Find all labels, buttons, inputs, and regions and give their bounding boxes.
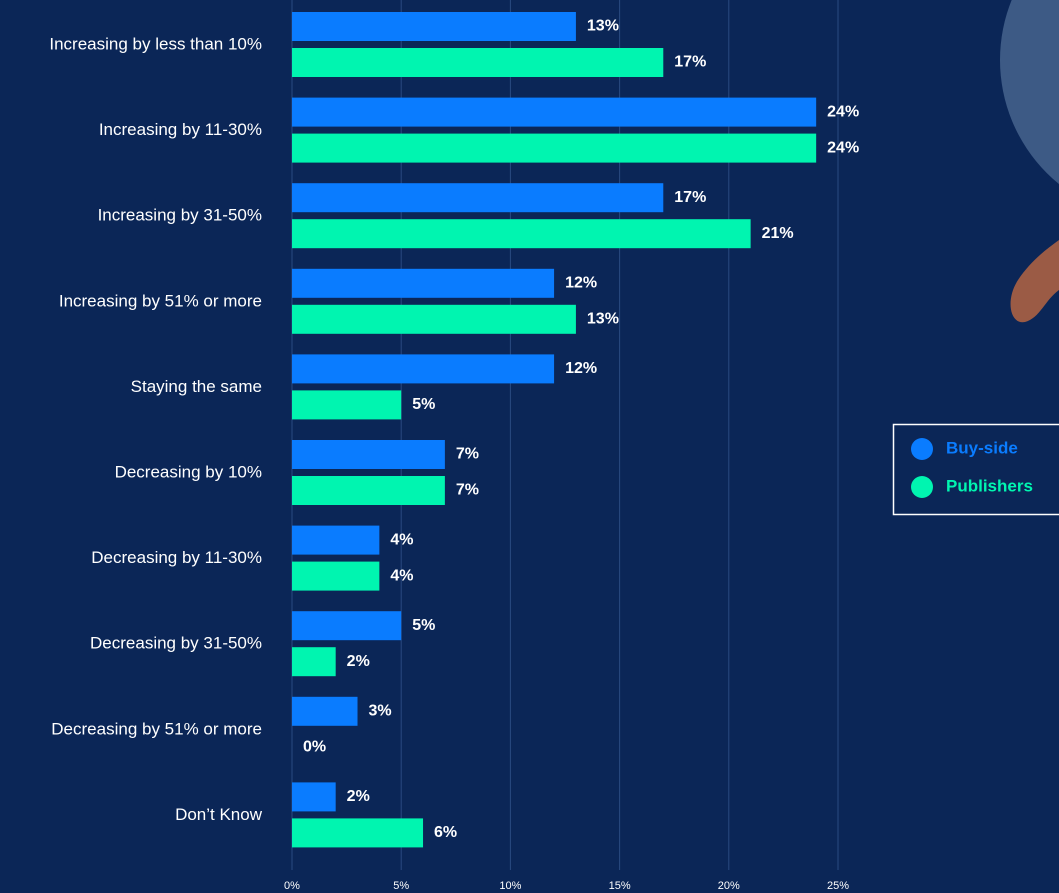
data-label: 24% [827, 139, 859, 156]
data-label: 13% [587, 18, 619, 35]
data-label: 2% [347, 653, 370, 670]
bar [292, 525, 380, 555]
bar [292, 354, 555, 384]
category-label: Increasing by 51% or more [59, 291, 262, 310]
bar [292, 440, 445, 469]
category-label: Increasing by 31-50% [98, 206, 262, 225]
x-tick-label: 25% [827, 880, 849, 892]
bar [292, 647, 336, 677]
x-tick-label: 15% [609, 880, 631, 892]
data-label: 17% [674, 54, 706, 71]
data-label: 3% [369, 703, 392, 720]
category-label: Don’t Know [175, 805, 263, 824]
bar [292, 696, 358, 726]
decoration [1000, 0, 1059, 185]
category-label: Decreasing by 11-30% [91, 548, 262, 567]
bar [292, 390, 402, 420]
legend-label: Buy-side [946, 438, 1018, 457]
data-label: 17% [674, 189, 706, 206]
data-label: 12% [565, 360, 597, 377]
x-tick-label: 0% [284, 880, 300, 892]
legend-label: Publishers [946, 476, 1033, 495]
x-tick-label: 10% [499, 880, 521, 892]
bar [292, 304, 576, 334]
bar [292, 782, 336, 812]
data-label: 5% [412, 617, 435, 634]
bar [292, 818, 424, 848]
data-label: 6% [434, 824, 457, 841]
data-label: 2% [347, 788, 370, 805]
bar [292, 97, 817, 127]
data-label: 4% [390, 531, 413, 548]
decoration [1010, 240, 1059, 323]
bar [292, 48, 664, 77]
category-label: Decreasing by 51% or more [51, 719, 262, 738]
legend-marker [911, 438, 933, 460]
data-label: 7% [456, 482, 479, 499]
x-tick-label: 5% [393, 880, 409, 892]
data-label: 12% [565, 275, 597, 292]
x-tick-label: 20% [718, 880, 740, 892]
data-label: 4% [390, 567, 413, 584]
category-label: Increasing by 11-30% [99, 120, 262, 139]
bar [292, 183, 664, 213]
category-label: Decreasing by 10% [115, 462, 262, 481]
data-label: 21% [762, 225, 794, 242]
legend-box [892, 423, 1059, 516]
bar [292, 611, 402, 641]
data-label: 13% [587, 311, 619, 328]
legend-marker [911, 476, 933, 498]
category-label: Increasing by less than 10% [49, 34, 262, 53]
bar [292, 133, 817, 163]
data-label: 24% [827, 103, 859, 120]
category-label: Decreasing by 31-50% [90, 634, 262, 653]
data-label: 7% [456, 446, 479, 463]
bar [292, 476, 445, 505]
bar [292, 12, 576, 41]
bar [292, 561, 380, 591]
category-label: Staying the same [131, 377, 262, 396]
data-label: 0% [303, 739, 326, 756]
bar [292, 268, 555, 298]
data-label: 5% [412, 396, 435, 413]
bar [292, 219, 751, 249]
